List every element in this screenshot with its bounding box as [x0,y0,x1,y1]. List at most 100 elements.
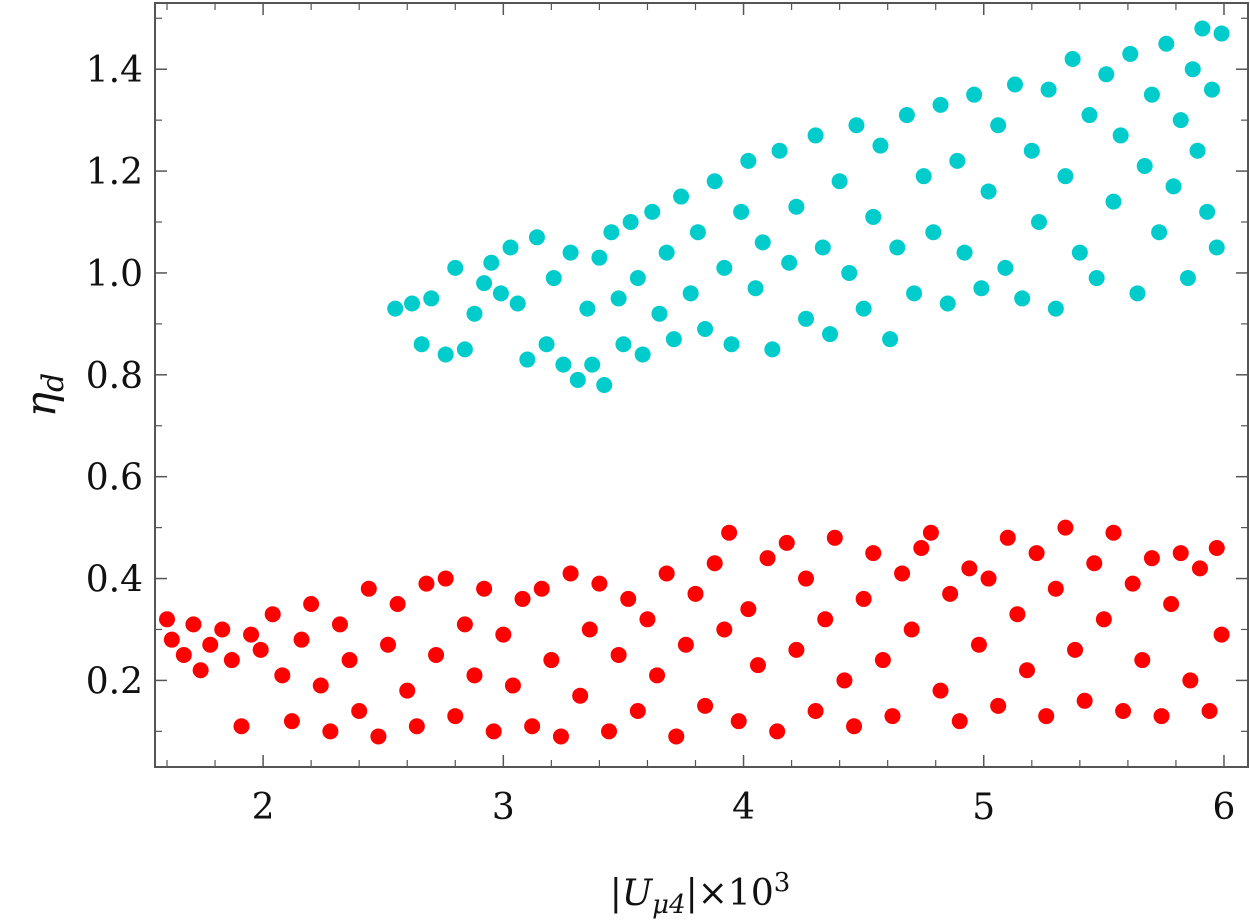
data-point [1184,61,1201,78]
data-point [243,626,260,643]
data-point [1172,545,1189,562]
data-point [1134,652,1151,669]
data-point [380,636,397,653]
y-axis-title-sub: d [36,373,71,392]
data-point [716,621,733,638]
data-point [233,718,250,735]
x-tick-label: 3 [492,787,515,828]
data-point [1098,66,1115,83]
data-point [437,570,454,587]
data-point [781,254,798,271]
data-point [584,356,601,373]
data-point [1213,626,1230,643]
data-point [706,173,723,190]
data-point [658,244,675,261]
data-point [814,239,831,256]
data-point [1213,25,1230,42]
x-axis-title-open: |U [610,873,654,914]
data-point [476,580,493,597]
y-tick-label: 1.4 [86,50,143,91]
data-point [569,371,586,388]
data-point [175,646,192,663]
data-point [528,229,545,246]
data-point [1038,708,1055,725]
data-point [990,697,1007,714]
data-point [351,702,368,719]
data-point [202,636,219,653]
data-point [303,596,320,613]
data-point [797,310,814,327]
data-point [399,682,416,699]
data-point [817,611,834,628]
data-point [1040,81,1057,98]
data-point [665,331,682,348]
data-point [502,239,519,256]
data-point [404,295,421,312]
data-point [865,545,882,562]
data-point [865,208,882,225]
data-point [223,652,240,669]
data-point [264,606,281,623]
data-point [1006,76,1023,93]
data-point [754,234,771,251]
data-point [1199,203,1216,220]
data-point [689,224,706,241]
data-point [423,290,440,307]
data-point [939,295,956,312]
data-point [1088,270,1105,287]
data-point [519,351,536,368]
data-point [1158,35,1175,52]
data-point [788,641,805,658]
data-point [466,667,483,684]
y-tick-label: 1.0 [86,254,143,295]
data-point [581,621,598,638]
data-point [730,713,747,730]
data-point [697,697,714,714]
data-point [447,708,464,725]
data-point [951,713,968,730]
data-point [495,626,512,643]
y-tick-label: 0.4 [86,560,143,601]
data-point [603,224,620,241]
data-point [884,708,901,725]
data-point [677,636,694,653]
data-point [252,641,269,658]
data-point [1009,606,1026,623]
data-point [552,728,569,745]
data-point [764,341,781,358]
data-point [1151,224,1168,241]
data-point [1064,51,1081,68]
data-point [925,224,942,241]
data-point [1105,193,1122,210]
data-point [836,672,853,689]
data-point [778,534,795,551]
data-point [673,188,690,205]
data-point [1081,107,1098,124]
data-point [894,565,911,582]
data-point [163,631,180,648]
data-point [485,723,502,740]
data-point [387,300,404,317]
data-point [1124,575,1141,592]
data-point [913,539,930,556]
data-point [1031,214,1048,231]
data-point [771,142,788,159]
data-point [807,702,824,719]
data-point [1179,270,1196,287]
data-point [331,616,348,633]
data-point [942,585,959,602]
data-point [615,336,632,353]
data-point [999,529,1016,546]
data-point [1191,560,1208,577]
data-point [214,621,231,638]
data-point [749,657,766,674]
x-axis-title-mid: |×10 [686,873,774,914]
data-point [1129,285,1146,302]
data-point [922,524,939,541]
data-point [872,137,889,154]
data-point [1105,524,1122,541]
data-point [312,677,329,694]
data-point [389,596,406,613]
data-point [483,254,500,271]
